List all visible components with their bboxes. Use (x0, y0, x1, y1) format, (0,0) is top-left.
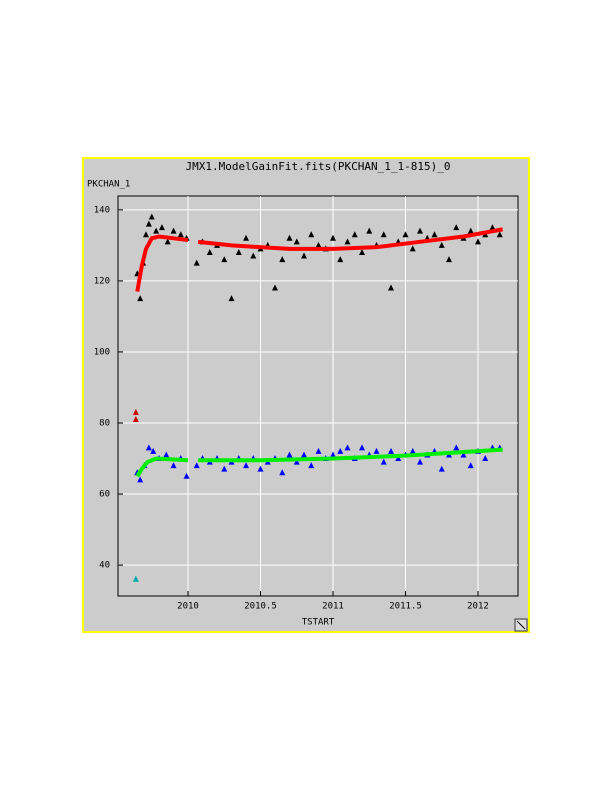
point (330, 234, 337, 241)
x-axis-label: TSTART (302, 618, 335, 628)
resize-icon[interactable] (514, 618, 528, 632)
point (243, 234, 250, 241)
point (193, 462, 200, 469)
point (293, 238, 300, 245)
point (467, 227, 474, 234)
point (132, 408, 139, 415)
y-tick-label: 60 (99, 490, 110, 500)
point (395, 455, 402, 462)
point (496, 231, 503, 238)
point (132, 415, 139, 422)
y-tick-label: 80 (99, 418, 110, 428)
point (221, 465, 228, 472)
point (235, 248, 242, 255)
point (380, 231, 387, 238)
point (489, 224, 496, 231)
point (257, 465, 264, 472)
point (315, 241, 322, 248)
point (183, 472, 190, 479)
fit-line (197, 227, 503, 251)
x-tick-label: 2010.5 (244, 602, 277, 612)
point (243, 462, 250, 469)
fit-line (135, 456, 189, 478)
point (301, 451, 308, 458)
point (137, 295, 144, 302)
point (150, 447, 157, 454)
point (145, 220, 152, 227)
point (387, 284, 394, 291)
point (170, 462, 177, 469)
point (193, 259, 200, 266)
plot-area (117, 195, 519, 597)
point (482, 455, 489, 462)
point (359, 248, 366, 255)
point (272, 284, 279, 291)
point (359, 444, 366, 451)
point (431, 231, 438, 238)
y-tick-label: 40 (99, 561, 110, 571)
point (170, 227, 177, 234)
point (315, 447, 322, 454)
plot: 40 60 80 100 120 140 2010 2010.5 2011 2011.5 2012 (94, 196, 518, 612)
x-tick-label: 2011 (322, 602, 344, 612)
point (228, 295, 235, 302)
point (351, 231, 358, 238)
point (153, 227, 160, 234)
point (402, 231, 409, 238)
point (409, 447, 416, 454)
point (344, 238, 351, 245)
y-tick-label: 140 (94, 205, 110, 215)
fit-line (135, 234, 189, 292)
point (163, 451, 170, 458)
y-tick-label: 120 (94, 276, 110, 286)
x-tick-label: 2010 (177, 602, 199, 612)
point (380, 458, 387, 465)
point (460, 451, 467, 458)
point (445, 256, 452, 263)
point (279, 256, 286, 263)
point (409, 245, 416, 252)
point (301, 252, 308, 259)
point (387, 447, 394, 454)
point (474, 238, 481, 245)
point (221, 256, 228, 263)
y-tick-label: 100 (94, 347, 110, 357)
point (416, 458, 423, 465)
point (145, 444, 152, 451)
point (132, 575, 139, 582)
fit-line (198, 447, 503, 463)
point (142, 231, 149, 238)
point (293, 458, 300, 465)
point (250, 252, 257, 259)
point (438, 241, 445, 248)
point (373, 447, 380, 454)
x-tick-label: 2012 (467, 602, 489, 612)
point (206, 248, 213, 255)
point (330, 451, 337, 458)
point (467, 462, 474, 469)
point (286, 451, 293, 458)
y-axis-label: PKCHAN_1 (87, 180, 130, 190)
point (137, 476, 144, 483)
point (416, 227, 423, 234)
x-tick-label: 2011.5 (389, 602, 422, 612)
point (308, 462, 315, 469)
point (164, 238, 171, 245)
point (177, 231, 184, 238)
point (366, 227, 373, 234)
point (337, 256, 344, 263)
point (279, 469, 286, 476)
point (453, 444, 460, 451)
point (308, 231, 315, 238)
point (344, 444, 351, 451)
point (438, 465, 445, 472)
point (148, 213, 155, 220)
point (286, 234, 293, 241)
chart-title: JMX1.ModelGainFit.fits(PKCHAN_1_1-815)_0 (186, 160, 451, 173)
point (453, 224, 460, 231)
point (158, 224, 165, 231)
point (337, 447, 344, 454)
